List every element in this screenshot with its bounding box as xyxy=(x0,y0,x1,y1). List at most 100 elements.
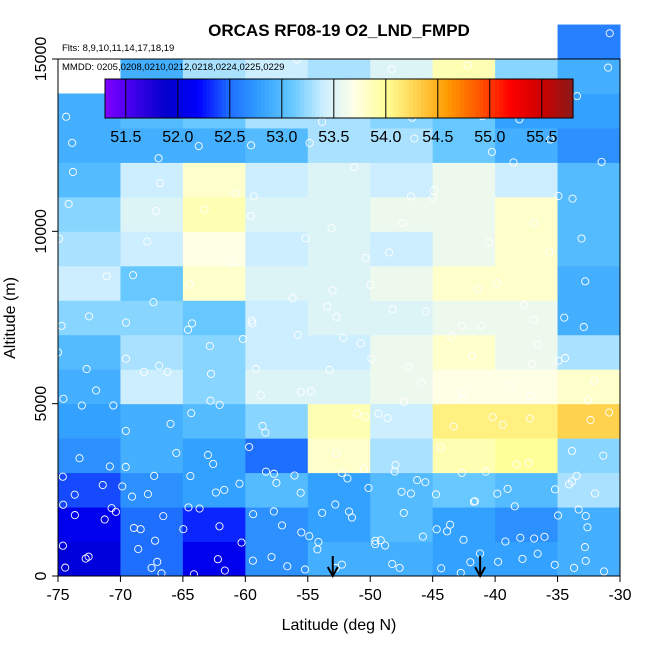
sample-point xyxy=(364,483,373,492)
sample-point xyxy=(470,497,479,506)
colorbar-segment xyxy=(456,79,461,118)
colorbar-segment xyxy=(448,79,453,118)
colorbar-segment xyxy=(342,79,348,118)
heatmap-cell xyxy=(557,231,621,267)
sample-point xyxy=(293,330,302,339)
colorbar-tick-label: 51.5 xyxy=(110,129,141,146)
sample-point xyxy=(388,559,397,568)
sample-point xyxy=(77,401,86,410)
sample-point xyxy=(447,332,456,341)
sample-point xyxy=(344,507,354,516)
colorbar-segment xyxy=(424,79,430,118)
x-tick-label: -35 xyxy=(546,587,569,604)
sample-point xyxy=(545,247,554,256)
sample-point xyxy=(143,237,152,246)
heatmap-cell xyxy=(307,369,371,405)
sample-point xyxy=(395,563,404,572)
heatmap-cell xyxy=(495,231,559,267)
heatmap-cell xyxy=(120,507,184,543)
colorbar-segment xyxy=(491,79,496,118)
x-tick-label: -40 xyxy=(484,587,507,604)
sample-point xyxy=(339,333,348,342)
sample-point xyxy=(297,528,306,537)
sample-point xyxy=(188,319,197,328)
sample-point xyxy=(404,362,413,372)
sample-point xyxy=(68,138,77,147)
heatmap-cell xyxy=(495,334,559,370)
sample-point xyxy=(318,508,327,517)
sample-point xyxy=(288,293,297,303)
colorbar-segment xyxy=(420,79,426,118)
heatmap-cell xyxy=(120,265,184,301)
colorbar-segment xyxy=(128,79,133,118)
colorbar-tick-label: 54.5 xyxy=(422,129,453,146)
sample-point xyxy=(248,556,257,565)
heatmap-cell xyxy=(370,438,434,474)
colorbar-segment xyxy=(132,79,137,118)
sample-point xyxy=(305,532,314,541)
x-tick-label: -30 xyxy=(608,587,631,604)
colorbar-segment xyxy=(214,79,219,118)
sample-point xyxy=(194,142,203,151)
sample-point xyxy=(70,511,79,520)
sample-point xyxy=(388,305,397,314)
colorbar-segment xyxy=(545,79,551,118)
heatmap-cell xyxy=(182,231,246,267)
sample-point xyxy=(467,352,477,361)
sample-point xyxy=(524,458,533,468)
colorbar-segment xyxy=(561,79,566,118)
heatmap-cell xyxy=(370,334,434,370)
heatmap-cell xyxy=(432,162,496,198)
colorbar-segment xyxy=(311,79,317,118)
sample-point xyxy=(129,523,138,533)
sample-point xyxy=(267,552,276,562)
sample-point xyxy=(518,554,527,563)
heatmap-cell xyxy=(432,472,496,508)
sample-point xyxy=(458,388,467,398)
heatmap-cell xyxy=(120,300,184,336)
colorbar-segment xyxy=(323,79,328,118)
sample-point xyxy=(488,413,497,422)
sample-point xyxy=(446,520,455,529)
heatmap-cell xyxy=(307,231,371,267)
heatmap-cell xyxy=(120,472,184,508)
sample-point xyxy=(605,29,614,38)
sample-point xyxy=(258,421,267,431)
colorbar-segment xyxy=(202,79,207,118)
sample-point xyxy=(376,536,385,545)
colorbar-segment xyxy=(253,79,258,118)
heatmap-cell xyxy=(370,231,434,267)
colorbar-segment xyxy=(105,79,110,118)
colorbar-segment xyxy=(557,79,562,118)
heatmap-cell xyxy=(432,300,496,336)
sample-point xyxy=(185,280,194,289)
sample-point xyxy=(313,545,322,554)
sample-point xyxy=(189,570,198,579)
heatmap-cell xyxy=(58,162,121,198)
colorbar-segment xyxy=(385,79,391,118)
heatmap-cell xyxy=(120,403,184,439)
sample-point xyxy=(159,512,168,521)
heatmap-cell xyxy=(557,196,621,232)
sample-point xyxy=(238,335,247,344)
heatmap-cell xyxy=(370,162,434,198)
sample-point xyxy=(325,365,334,375)
colorbar-segment xyxy=(510,79,516,118)
x-tick-label: -65 xyxy=(171,587,194,604)
colorbar-segment xyxy=(272,79,278,118)
heatmap-cell xyxy=(557,162,621,198)
heatmap-cell xyxy=(307,196,371,232)
sample-point xyxy=(449,422,458,431)
heatmap-cell xyxy=(58,127,121,163)
sample-point xyxy=(226,258,235,267)
sample-point xyxy=(569,563,579,572)
colorbar-segment xyxy=(374,79,379,118)
sample-point xyxy=(493,489,502,498)
y-tick-label: 15000 xyxy=(33,37,50,82)
sample-point xyxy=(586,415,595,425)
colorbar-segment xyxy=(190,79,196,118)
sample-point xyxy=(383,413,392,423)
sample-point xyxy=(567,446,576,456)
heatmap-cell xyxy=(120,162,184,198)
